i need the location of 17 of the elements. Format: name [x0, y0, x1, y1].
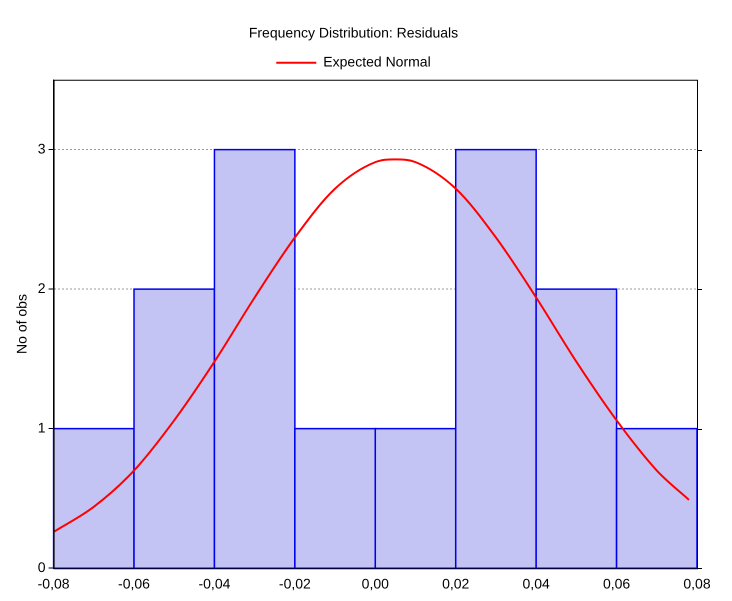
x-tick-label: 0,06	[602, 575, 630, 592]
x-tick-label: -0,06	[118, 575, 150, 592]
legend-label: Expected Normal	[323, 54, 431, 70]
y-tick-label: 1	[38, 420, 46, 436]
x-tick-label: -0,02	[278, 575, 312, 592]
x-tick-label: -0,08	[38, 575, 70, 592]
y-tick-label: 0	[38, 559, 46, 576]
line-series	[52, 158, 690, 533]
chart-title: Frequency Distribution: Residuals	[248, 24, 458, 40]
x-tick-label: 0,00	[362, 575, 390, 592]
x-tick-label: -0,04	[198, 575, 231, 592]
x-tick-label: 0,08	[683, 575, 711, 592]
x-tick-label: 0,02	[442, 575, 470, 592]
y-tick-label: 2	[38, 280, 46, 296]
y-axis-title: No of obs	[13, 294, 30, 354]
x-tick-label: 0,04	[522, 575, 550, 592]
y-tick-label: 3	[38, 140, 46, 156]
